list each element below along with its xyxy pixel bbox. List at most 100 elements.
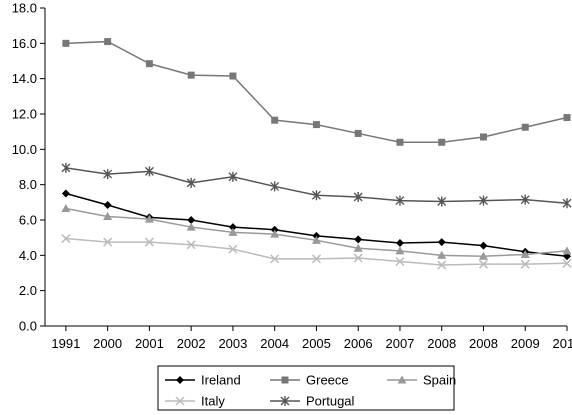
data-point-spain — [186, 222, 196, 231]
data-point-italy — [228, 244, 238, 254]
x-tick-label: 1991 — [51, 336, 80, 351]
data-point-greece — [479, 133, 487, 141]
x-tick-label: 2008 — [427, 336, 456, 351]
series-spain — [61, 204, 572, 260]
y-axis-ticks: 0.0 2.0 4.0 6.0 8.0 10.0 12.0 14.0 16.0 18.0 — [12, 1, 45, 334]
legend-marker-ireland — [176, 376, 184, 384]
legend-item-greece: Greece — [270, 373, 349, 388]
legend-label-ireland: Ireland — [201, 373, 241, 388]
data-point-spain — [228, 227, 238, 236]
data-point-ireland — [354, 235, 363, 244]
data-point-portugal — [311, 190, 321, 201]
data-point-greece — [354, 129, 362, 137]
data-point-italy — [395, 256, 405, 267]
x-tick-label: 2010 — [553, 336, 572, 351]
x-tick-label: 2000 — [93, 336, 122, 351]
data-point-ireland — [437, 238, 446, 247]
data-point-spain — [103, 211, 113, 220]
data-point-greece — [229, 72, 237, 80]
data-point-italy — [520, 259, 530, 269]
x-tick-label: 2001 — [135, 336, 164, 351]
plot-area: 0.0 2.0 4.0 6.0 8.0 10.0 12.0 14.0 16.0 18.0 1991… — [12, 1, 572, 352]
data-point-italy — [353, 253, 363, 263]
y-tick-label: 0.0 — [19, 319, 37, 334]
data-point-greece — [438, 138, 446, 146]
data-point-ireland — [395, 238, 404, 247]
y-tick-label: 12.0 — [12, 107, 37, 122]
series-greece — [62, 38, 571, 146]
data-point-italy — [562, 258, 572, 268]
data-point-greece — [62, 39, 70, 47]
data-point-italy — [103, 237, 113, 247]
data-point-portugal — [270, 181, 280, 192]
x-tick-label: 2008 — [469, 336, 498, 351]
legend-box — [157, 365, 455, 411]
data-point-italy — [311, 254, 321, 264]
data-point-portugal — [228, 171, 238, 182]
data-point-portugal — [478, 195, 488, 206]
y-tick-label: 10.0 — [12, 142, 37, 157]
data-point-spain — [520, 249, 530, 258]
data-point-spain — [270, 229, 280, 238]
series-layer — [61, 38, 572, 270]
legend-marker-greece — [281, 376, 289, 384]
data-point-spain — [478, 251, 488, 260]
series-portugal — [61, 162, 572, 209]
y-tick-label: 8.0 — [19, 177, 37, 192]
data-point-ireland — [479, 241, 488, 250]
legend-label-greece: Greece — [306, 373, 349, 388]
data-point-italy — [270, 254, 280, 264]
legend-label-spain: Spain — [423, 373, 456, 388]
data-point-portugal — [186, 177, 196, 188]
legend-marker-portugal — [280, 396, 290, 406]
data-point-greece — [104, 38, 112, 46]
x-tick-label: 2006 — [344, 336, 373, 351]
data-point-portugal — [103, 169, 113, 180]
legend-marker-spain — [397, 375, 407, 384]
data-point-greece — [145, 60, 153, 68]
data-point-spain — [395, 246, 405, 255]
legend-item-portugal: Portugal — [270, 394, 355, 409]
y-tick-label: 6.0 — [19, 213, 37, 228]
legend-item-italy: Italy — [165, 394, 225, 409]
x-tick-label: 2007 — [385, 336, 414, 351]
legend-item-ireland: Ireland — [165, 373, 241, 388]
data-point-ireland — [187, 216, 196, 224]
data-point-greece — [312, 121, 320, 129]
data-point-spain — [437, 250, 447, 259]
data-point-spain — [562, 246, 572, 255]
data-point-ireland — [103, 200, 112, 209]
legend-item-spain: Spain — [387, 373, 456, 388]
y-tick-label: 4.0 — [19, 248, 37, 263]
data-point-spain — [353, 243, 363, 252]
legend-label-italy: Italy — [201, 394, 225, 409]
data-point-greece — [521, 123, 529, 131]
data-point-spain — [144, 214, 154, 223]
data-point-ireland — [228, 223, 237, 232]
x-tick-label: 2005 — [302, 336, 331, 351]
legend-marker-italy — [175, 396, 185, 406]
data-point-italy — [478, 259, 489, 269]
data-point-portugal — [395, 195, 405, 206]
y-tick-label: 18.0 — [12, 1, 37, 16]
data-point-italy — [186, 240, 196, 250]
y-tick-label: 14.0 — [12, 71, 37, 86]
data-point-italy — [437, 260, 447, 270]
data-point-ireland — [61, 189, 70, 198]
x-tick-label: 2009 — [511, 336, 540, 351]
data-point-portugal — [353, 192, 363, 203]
data-point-portugal — [437, 196, 447, 207]
x-axis-ticks: 1991 2000 2001 2002 2003 2004 2005 2006 2007 2008… — [51, 326, 572, 351]
series-italy — [61, 234, 572, 270]
data-point-italy — [61, 234, 71, 244]
x-tick-label: 2004 — [260, 336, 289, 351]
data-point-greece — [563, 114, 571, 122]
legend-label-portugal: Portugal — [306, 394, 355, 409]
data-point-portugal — [144, 166, 154, 177]
x-tick-label: 2002 — [177, 336, 206, 351]
data-point-greece — [271, 116, 279, 124]
series-line-ireland — [65, 192, 568, 257]
data-point-ireland — [563, 252, 571, 261]
data-point-portugal — [520, 194, 530, 205]
